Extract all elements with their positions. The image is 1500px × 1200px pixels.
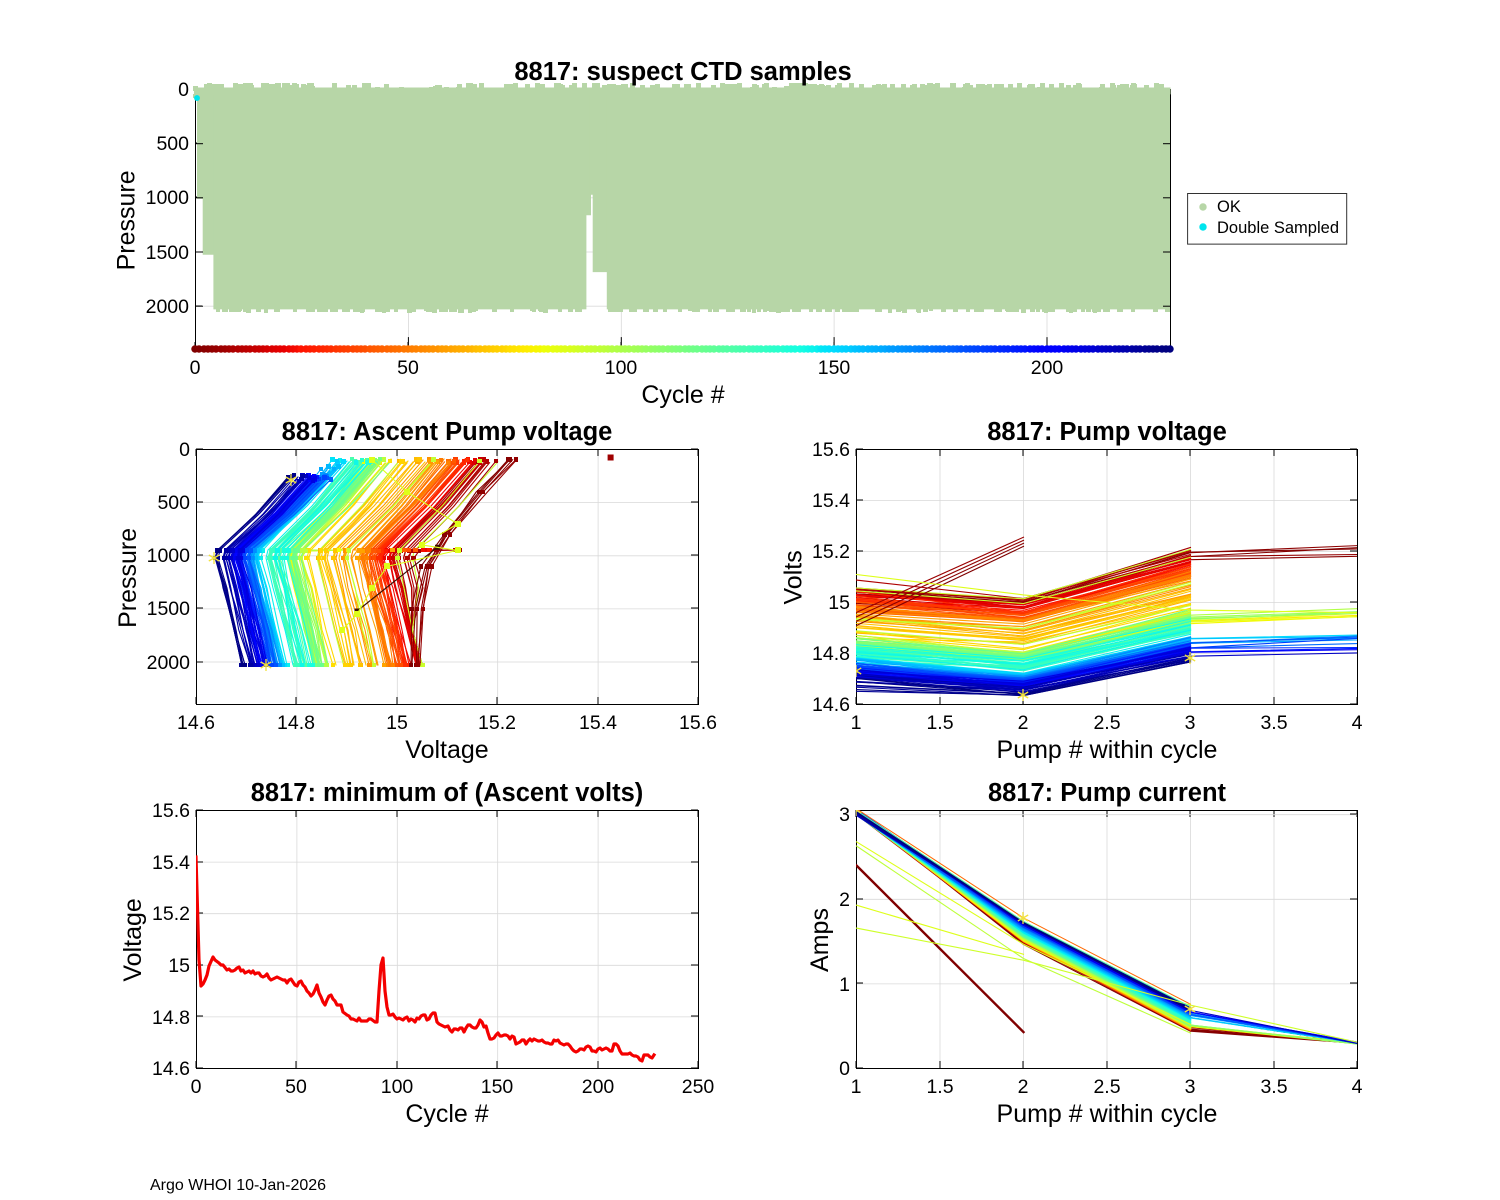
svg-text:1: 1 bbox=[839, 974, 850, 996]
svg-text:0: 0 bbox=[839, 1058, 850, 1080]
svg-text:3: 3 bbox=[1185, 1076, 1196, 1098]
svg-text:500: 500 bbox=[157, 492, 190, 514]
svg-text:15.4: 15.4 bbox=[152, 852, 190, 874]
svg-text:15.2: 15.2 bbox=[478, 712, 516, 734]
svg-text:15: 15 bbox=[386, 712, 408, 734]
svg-text:200: 200 bbox=[1031, 357, 1064, 379]
svg-text:Pump # within cycle: Pump # within cycle bbox=[997, 1100, 1218, 1128]
svg-text:Amps: Amps bbox=[806, 908, 834, 972]
svg-text:1: 1 bbox=[851, 1076, 862, 1098]
svg-text:Pressure: Pressure bbox=[112, 170, 140, 270]
svg-text:8817: Pump current: 8817: Pump current bbox=[988, 779, 1227, 807]
svg-text:1: 1 bbox=[851, 712, 862, 734]
svg-text:150: 150 bbox=[818, 357, 851, 379]
svg-text:8817: minimum of (Ascent volts: 8817: minimum of (Ascent volts) bbox=[251, 779, 644, 807]
svg-text:1000: 1000 bbox=[147, 545, 191, 567]
svg-text:15: 15 bbox=[168, 955, 190, 977]
svg-text:15.6: 15.6 bbox=[812, 439, 850, 461]
svg-text:4: 4 bbox=[1352, 1076, 1363, 1098]
svg-text:2: 2 bbox=[1018, 1076, 1029, 1098]
svg-text:Cycle #: Cycle # bbox=[641, 381, 724, 409]
svg-text:14.8: 14.8 bbox=[152, 1007, 190, 1029]
svg-text:2: 2 bbox=[1018, 712, 1029, 734]
svg-text:0: 0 bbox=[179, 439, 190, 461]
svg-text:Pressure: Pressure bbox=[114, 528, 142, 628]
svg-text:1000: 1000 bbox=[146, 187, 190, 209]
svg-text:8817: Ascent Pump voltage: 8817: Ascent Pump voltage bbox=[282, 418, 613, 446]
svg-text:15.6: 15.6 bbox=[679, 712, 717, 734]
svg-text:Double Sampled: Double Sampled bbox=[1217, 219, 1339, 237]
svg-text:3: 3 bbox=[1185, 712, 1196, 734]
svg-text:3.5: 3.5 bbox=[1260, 712, 1287, 734]
svg-text:2000: 2000 bbox=[147, 652, 191, 674]
svg-text:100: 100 bbox=[381, 1076, 414, 1098]
svg-text:14.8: 14.8 bbox=[277, 712, 315, 734]
svg-text:14.6: 14.6 bbox=[812, 694, 850, 716]
svg-text:14.6: 14.6 bbox=[177, 712, 215, 734]
svg-text:OK: OK bbox=[1217, 198, 1241, 216]
svg-text:15: 15 bbox=[828, 592, 850, 614]
svg-text:15.4: 15.4 bbox=[579, 712, 617, 734]
svg-text:0: 0 bbox=[190, 357, 201, 379]
svg-text:100: 100 bbox=[605, 357, 638, 379]
svg-text:Cycle #: Cycle # bbox=[405, 1100, 488, 1128]
svg-text:50: 50 bbox=[285, 1076, 307, 1098]
svg-text:1.5: 1.5 bbox=[926, 1076, 953, 1098]
svg-text:Volts: Volts bbox=[779, 550, 807, 604]
svg-text:500: 500 bbox=[156, 133, 189, 155]
svg-text:14.8: 14.8 bbox=[812, 643, 850, 665]
svg-text:2: 2 bbox=[839, 889, 850, 911]
svg-text:1500: 1500 bbox=[146, 242, 190, 264]
svg-text:2000: 2000 bbox=[146, 296, 190, 318]
svg-text:14.6: 14.6 bbox=[152, 1058, 190, 1080]
svg-text:2.5: 2.5 bbox=[1093, 1076, 1120, 1098]
svg-text:3.5: 3.5 bbox=[1260, 1076, 1287, 1098]
svg-text:50: 50 bbox=[397, 357, 419, 379]
svg-text:Argo WHOI 10-Jan-2026: Argo WHOI 10-Jan-2026 bbox=[150, 1177, 326, 1194]
svg-text:Voltage: Voltage bbox=[405, 736, 488, 764]
svg-text:8817: Pump voltage: 8817: Pump voltage bbox=[987, 418, 1227, 446]
svg-text:4: 4 bbox=[1352, 712, 1363, 734]
svg-text:Voltage: Voltage bbox=[119, 898, 147, 981]
svg-text:0: 0 bbox=[191, 1076, 202, 1098]
svg-text:15.4: 15.4 bbox=[812, 490, 850, 512]
svg-text:15.2: 15.2 bbox=[812, 541, 850, 563]
svg-text:1.5: 1.5 bbox=[926, 712, 953, 734]
svg-text:250: 250 bbox=[682, 1076, 715, 1098]
svg-text:0: 0 bbox=[178, 79, 189, 101]
svg-text:1500: 1500 bbox=[147, 598, 191, 620]
svg-text:15.2: 15.2 bbox=[152, 903, 190, 925]
svg-text:3: 3 bbox=[839, 804, 850, 826]
svg-text:Pump # within cycle: Pump # within cycle bbox=[997, 736, 1218, 764]
svg-text:200: 200 bbox=[582, 1076, 615, 1098]
svg-text:150: 150 bbox=[481, 1076, 514, 1098]
svg-text:8817: suspect CTD samples: 8817: suspect CTD samples bbox=[514, 58, 851, 86]
svg-text:15.6: 15.6 bbox=[152, 800, 190, 822]
svg-text:2.5: 2.5 bbox=[1093, 712, 1120, 734]
